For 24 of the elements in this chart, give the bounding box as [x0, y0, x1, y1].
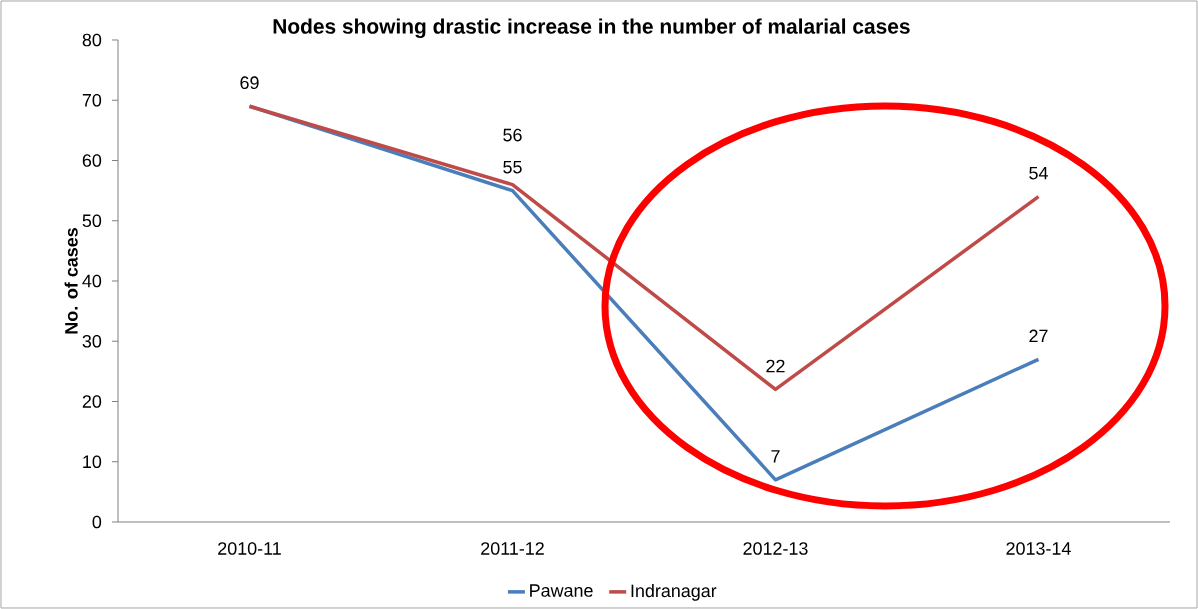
y-tick-label: 60: [82, 154, 102, 167]
data-label: 54: [1029, 166, 1048, 180]
chart-title: Nodes showing drastic increase in the number of malarial cases: [273, 18, 910, 39]
y-tick-label: 10: [83, 455, 102, 469]
y-tick-label: 40: [82, 274, 102, 288]
y-tick-label: 50: [82, 214, 102, 228]
x-tick-label: 2011-12: [481, 542, 544, 555]
data-label: 69: [240, 76, 259, 90]
legend-label: Pawane: [530, 584, 593, 597]
y-tick-label: 0: [92, 515, 102, 529]
data-label: 22: [766, 359, 785, 373]
y-tick-label: 30: [82, 334, 102, 348]
data-label: 55: [503, 160, 522, 174]
x-tick-label: 2012-13: [743, 542, 808, 555]
y-axis-title: No. of cases: [64, 228, 78, 334]
x-tick-label: 2013-14: [1006, 542, 1071, 555]
data-label: 7: [771, 450, 780, 463]
data-label: 56: [503, 128, 522, 142]
data-label: 27: [1029, 329, 1048, 343]
y-tick-label: 20: [82, 395, 102, 408]
y-tick-label: 70: [82, 93, 102, 107]
y-tick-label: 80: [82, 33, 102, 47]
legend-label: Indranagar: [631, 584, 717, 601]
x-tick-label: 2010-11: [218, 542, 281, 555]
